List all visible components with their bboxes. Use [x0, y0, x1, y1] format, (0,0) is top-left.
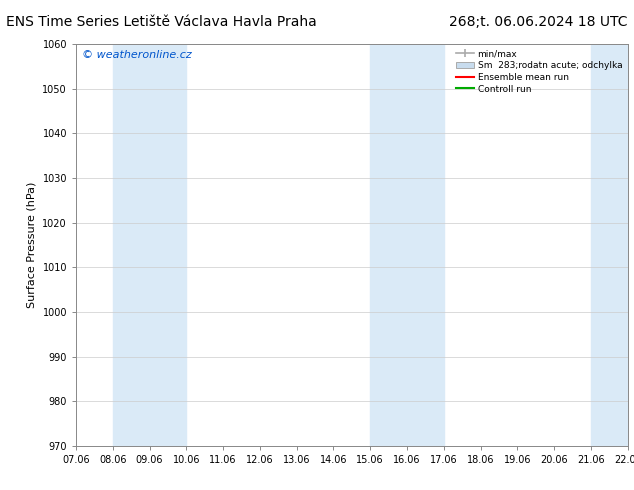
Y-axis label: Surface Pressure (hPa): Surface Pressure (hPa) [27, 182, 37, 308]
Bar [591, 44, 628, 446]
Bar [370, 44, 444, 446]
Bar [113, 44, 186, 446]
Legend: min/max, Sm  283;rodatn acute; odchylka, Ensemble mean run, Controll run: min/max, Sm 283;rodatn acute; odchylka, … [452, 46, 626, 97]
Text: 268;t. 06.06.2024 18 UTC: 268;t. 06.06.2024 18 UTC [449, 15, 628, 29]
Text: ENS Time Series Letiště Václava Havla Praha: ENS Time Series Letiště Václava Havla Pr… [6, 15, 317, 29]
Text: © weatheronline.cz: © weatheronline.cz [82, 50, 191, 60]
